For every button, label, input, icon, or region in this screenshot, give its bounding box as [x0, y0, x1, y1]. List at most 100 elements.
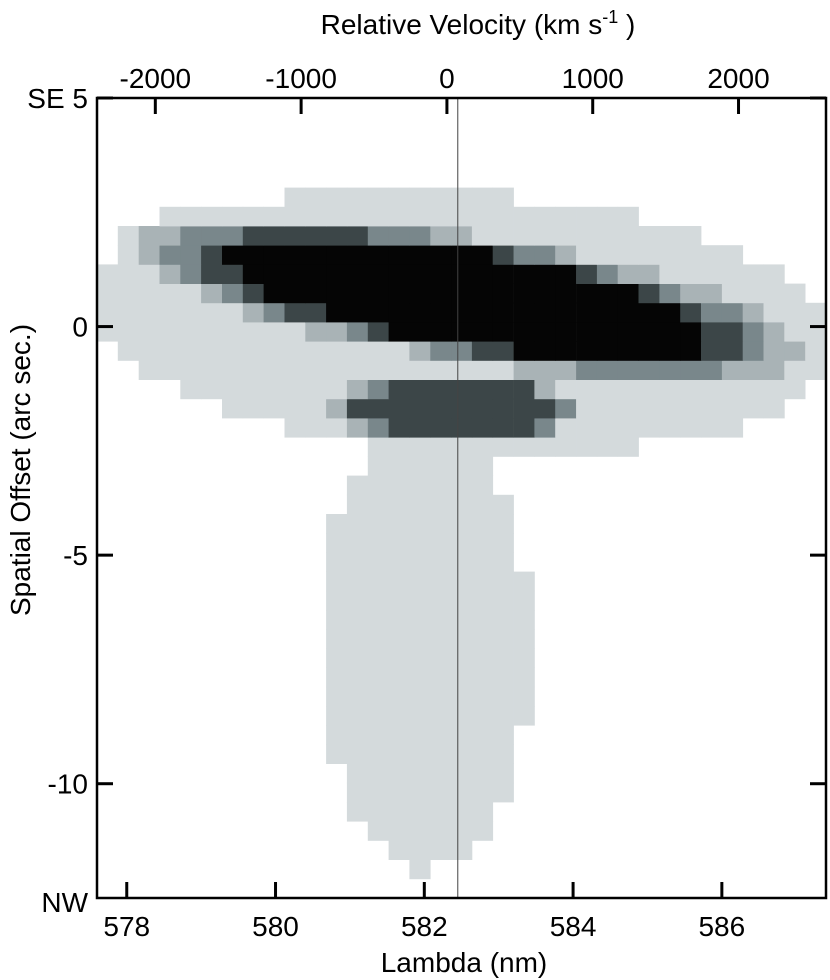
heatmap-cell: [409, 802, 431, 822]
heatmap-cell: [346, 418, 369, 438]
heatmap-cell: [492, 494, 514, 515]
heatmap-cell: [346, 571, 369, 592]
heatmap-cell: [388, 494, 410, 515]
heatmap-cell: [451, 379, 473, 400]
heatmap-cell: [242, 379, 264, 400]
heatmap-cell: [451, 840, 473, 860]
heatmap-cell: [617, 206, 639, 227]
heatmap-cell: [326, 302, 348, 323]
heatmap-cell: [97, 283, 119, 304]
heatmap-cell: [638, 283, 660, 304]
heatmap-cell: [430, 840, 452, 860]
heatmap-cell: [159, 264, 181, 284]
heatmap-cell: [409, 437, 431, 457]
heatmap-cell: [451, 629, 473, 649]
heatmap-cell: [513, 341, 535, 361]
heatmap-cell: [680, 379, 702, 400]
top-tick-label: 0: [439, 63, 455, 94]
heatmap-cell: [367, 821, 389, 841]
heatmap-cell: [430, 571, 452, 592]
intensity-heatmap: [97, 187, 827, 880]
heatmap-cell: [534, 341, 556, 361]
heatmap-cell: [659, 283, 681, 304]
heatmap-cell: [409, 245, 431, 265]
heatmap-cell: [305, 302, 327, 323]
heatmap-cell: [346, 629, 369, 649]
heatmap-cell: [471, 725, 494, 745]
heatmap-cell: [180, 206, 202, 227]
heatmap-cell: [680, 322, 702, 342]
heatmap-cell: [492, 744, 514, 764]
heatmap-cell: [201, 245, 223, 265]
heatmap-cell: [513, 418, 535, 438]
heatmap-cell: [430, 802, 452, 822]
heatmap-cell: [451, 398, 473, 419]
heatmap-cell: [534, 398, 556, 419]
heatmap-cell: [576, 206, 598, 227]
heatmap-cell: [471, 245, 494, 265]
heatmap-cell: [367, 398, 389, 419]
heatmap-cell: [451, 456, 473, 476]
heatmap-cell: [513, 629, 535, 649]
heatmap-cell: [305, 245, 327, 265]
heatmap-cell: [471, 475, 494, 496]
heatmap-cell: [367, 475, 389, 496]
heatmap-cell: [721, 322, 744, 342]
heatmap-cell: [138, 302, 160, 323]
x-tick-label: 582: [401, 911, 448, 942]
heatmap-cell: [617, 283, 639, 304]
heatmap-cell: [638, 379, 660, 400]
heatmap-cell: [659, 264, 681, 284]
heatmap-cell: [784, 322, 806, 342]
heatmap-cell: [97, 264, 119, 284]
heatmap-cell: [576, 341, 598, 361]
heatmap-cell: [430, 456, 452, 476]
heatmap-cell: [451, 206, 473, 227]
heatmap-cell: [180, 264, 202, 284]
heatmap-cell: [638, 245, 660, 265]
heatmap-cell: [409, 590, 431, 611]
heatmap-cell: [388, 763, 410, 784]
heatmap-cell: [534, 437, 556, 457]
heatmap-cell: [492, 725, 514, 745]
heatmap-cell: [638, 322, 660, 342]
heatmap-cell: [721, 398, 744, 419]
heatmap-cell: [409, 840, 431, 860]
heatmap-cell: [534, 264, 556, 284]
heatmap-cell: [451, 782, 473, 803]
heatmap-cell: [180, 245, 202, 265]
heatmap-cell: [513, 648, 535, 668]
heatmap-cell: [534, 360, 556, 380]
heatmap-cell: [492, 398, 514, 419]
heatmap-cell: [242, 341, 264, 361]
heatmap-cell: [409, 648, 431, 668]
heatmap-cell: [242, 398, 264, 419]
heatmap-cell: [388, 264, 410, 284]
heatmap-cell: [596, 245, 619, 265]
heatmap-cell: [617, 245, 639, 265]
heatmap-cell: [471, 802, 494, 822]
heatmap-cell: [367, 763, 389, 784]
heatmap-cell: [638, 302, 660, 323]
heatmap-cell: [721, 264, 744, 284]
heatmap-cell: [451, 437, 473, 457]
heatmap-cell: [367, 552, 389, 572]
heatmap-cell: [471, 494, 494, 515]
top-axis-label-end: ): [618, 9, 635, 40]
heatmap-cell: [409, 514, 431, 534]
heatmap-cell: [576, 437, 598, 457]
top-tick-label: 1000: [562, 63, 624, 94]
heatmap-cell: [596, 302, 619, 323]
heatmap-cell: [492, 341, 514, 361]
heatmap-cell: [492, 782, 514, 803]
heatmap-cell: [409, 360, 431, 380]
heatmap-cell: [326, 418, 348, 438]
heatmap-cell: [638, 360, 660, 380]
heatmap-cell: [201, 283, 223, 304]
heatmap-cell: [284, 302, 306, 323]
heatmap-cell: [638, 418, 660, 438]
heatmap-cell: [388, 398, 410, 419]
heatmap-cell: [305, 187, 327, 208]
heatmap-cell: [326, 533, 348, 553]
heatmap-cell: [555, 226, 577, 246]
